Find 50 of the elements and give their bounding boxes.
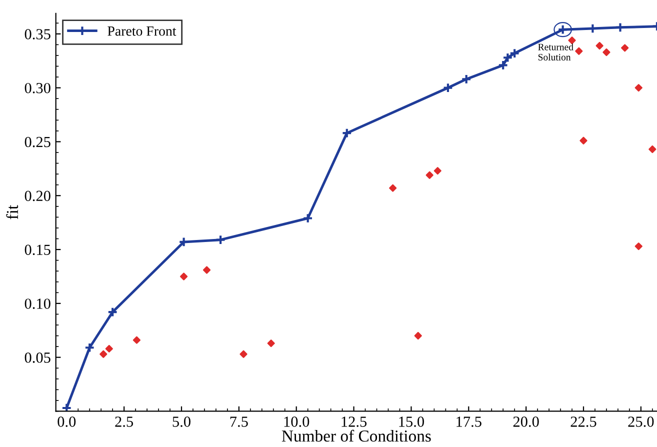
point bbox=[442, 82, 454, 94]
point bbox=[302, 213, 314, 224]
point bbox=[132, 336, 141, 344]
point bbox=[202, 266, 211, 274]
point bbox=[602, 48, 610, 56]
point bbox=[580, 136, 588, 144]
x-tick-label: 25.0 bbox=[628, 416, 654, 427]
point bbox=[61, 402, 72, 412]
annotation: Returned Solution bbox=[538, 43, 574, 60]
point bbox=[634, 242, 642, 250]
point bbox=[84, 342, 95, 353]
x-tick-label: 17.5 bbox=[456, 416, 482, 427]
point bbox=[180, 272, 188, 280]
point bbox=[107, 306, 118, 318]
point bbox=[414, 332, 422, 340]
point bbox=[596, 42, 604, 50]
x-tick-label: 10.0 bbox=[284, 416, 310, 427]
y-tick-label: 0.25 bbox=[24, 136, 50, 148]
y-axis-title: fit bbox=[6, 205, 18, 220]
point bbox=[105, 344, 113, 353]
x-tick-label: 0.0 bbox=[58, 416, 76, 427]
x-tick-label: 20.0 bbox=[513, 416, 539, 427]
x-tick-label: 15.0 bbox=[399, 416, 424, 427]
x-tick-label: 12.5 bbox=[342, 416, 367, 427]
point bbox=[342, 128, 352, 138]
point bbox=[461, 74, 472, 84]
point bbox=[389, 184, 397, 192]
y-tick-label: 0.05 bbox=[24, 352, 50, 363]
y-tick-label: 0.30 bbox=[24, 82, 50, 94]
x-tick-label: 2.5 bbox=[115, 416, 134, 427]
legend-label: Pareto Front bbox=[108, 26, 176, 36]
point bbox=[426, 171, 434, 179]
point bbox=[215, 234, 226, 246]
x-tick-label: 22.5 bbox=[570, 416, 596, 427]
point bbox=[100, 350, 108, 358]
point bbox=[240, 350, 248, 358]
y-tick-label: 0.35 bbox=[24, 29, 50, 40]
x-tick-label: 7.5 bbox=[230, 416, 248, 427]
y-tick-label: 0.15 bbox=[24, 244, 50, 256]
y-tick-label: 0.10 bbox=[24, 298, 50, 309]
x-axis-title: Number of Conditions bbox=[282, 430, 431, 442]
x-tick-label: 5.0 bbox=[172, 416, 190, 427]
point bbox=[575, 47, 583, 55]
point bbox=[648, 145, 656, 154]
point bbox=[434, 167, 442, 175]
point bbox=[267, 340, 275, 348]
y-tick-label: 0.20 bbox=[24, 190, 50, 202]
point bbox=[634, 84, 642, 92]
point bbox=[568, 36, 576, 44]
point bbox=[621, 44, 629, 52]
